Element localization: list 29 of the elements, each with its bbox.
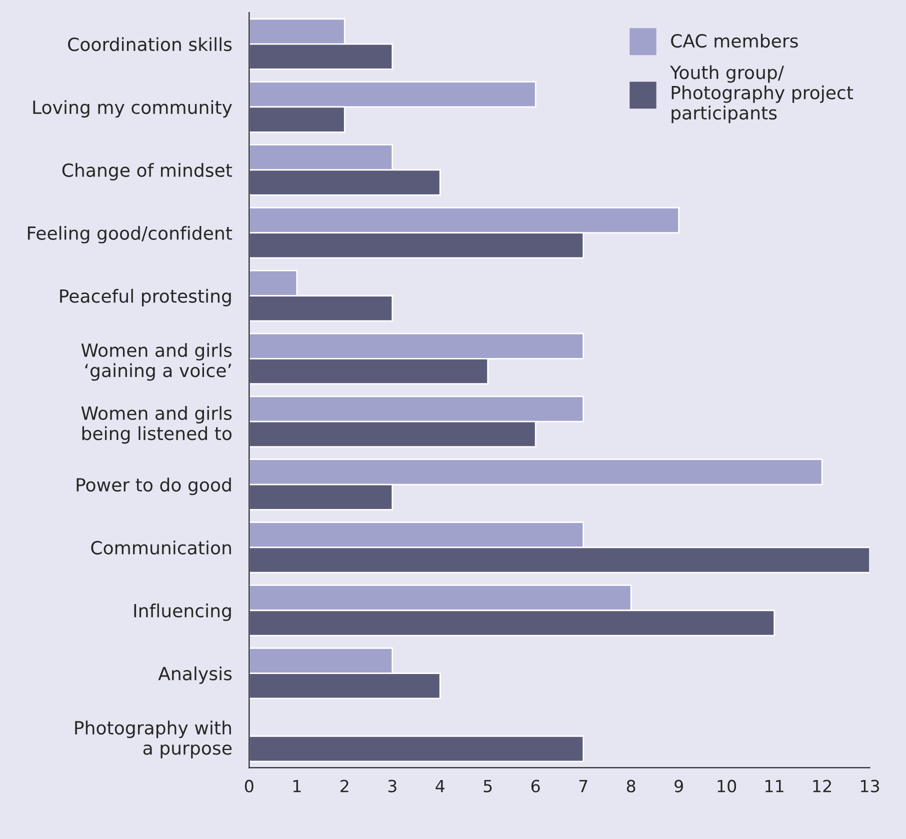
bar [249, 736, 584, 762]
x-tick-label: 12 [813, 780, 831, 792]
x-tick-label: 10 [718, 780, 736, 792]
x-tick-label: 11 [766, 780, 784, 792]
y-tick-label: Women and girls being listened to [81, 406, 232, 444]
y-tick-label: Change of mindset [62, 163, 232, 181]
y-tick-label: Feeling good/confident [28, 226, 232, 244]
y-tick-label: Women and girls ‘gaining a voice’ [81, 343, 232, 381]
x-tick-label: 9 [674, 780, 683, 792]
y-tick-label: Photography with a purpose [75, 720, 232, 758]
y-tick-label: Power to do good [76, 478, 231, 496]
y-tick-label: Loving my community [33, 100, 232, 118]
x-tick-label: 2 [340, 780, 348, 792]
x-tick-label: 13 [860, 780, 880, 792]
x-tick-label: 3 [388, 780, 396, 792]
y-tick-label: Coordination skills [68, 37, 232, 52]
y-tick-label: Communication [91, 540, 231, 555]
x-tick-label: 8 [626, 780, 636, 792]
x-tick-label: 6 [531, 780, 540, 792]
y-tick-label: Influencing [134, 604, 231, 621]
x-tick-label: 4 [436, 780, 444, 792]
legend-label: CAC members [671, 34, 798, 48]
legend-label: Youth group/ Photography project participants [670, 65, 854, 124]
y-tick-label: Peaceful protesting [60, 288, 231, 306]
x-tick-label: 5 [484, 780, 492, 792]
x-tick-label: 0 [244, 780, 254, 792]
y-tick-label: Analysis [158, 666, 232, 684]
x-tick-label: 1 [293, 780, 301, 792]
x-tick-label: 7 [579, 780, 588, 792]
